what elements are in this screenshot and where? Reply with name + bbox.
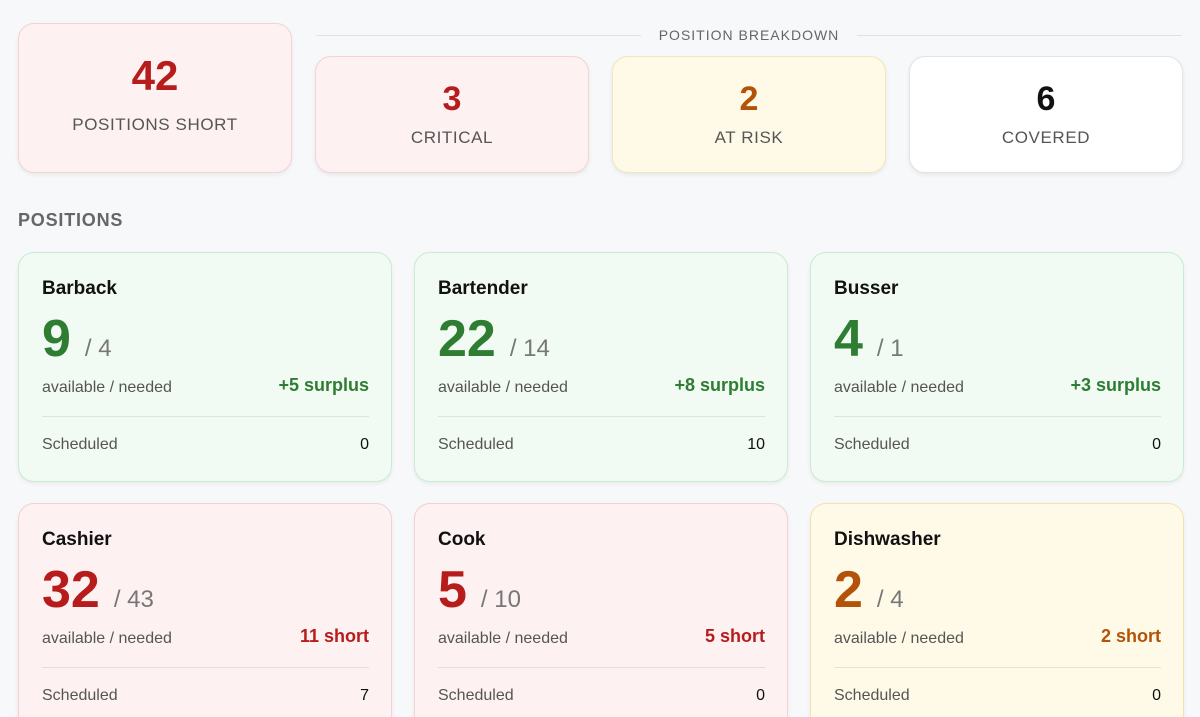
scheduled-label: Scheduled [438, 687, 514, 704]
position-card-dishwasher[interactable]: Dishwasher 2 / 4 available / needed 2 sh… [810, 503, 1184, 717]
available-count: 4 [834, 310, 863, 368]
scheduled-label: Scheduled [834, 436, 910, 453]
needed-count: / 4 [84, 335, 112, 362]
scheduled-value: 0 [360, 436, 369, 453]
positions-short-card: 42 POSITIONS SHORT [18, 23, 292, 173]
available-needed-label: available / needed [438, 379, 568, 396]
position-counts: 4 / 1 [834, 313, 904, 365]
scheduled-value: 0 [756, 687, 765, 704]
available-needed-label: available / needed [834, 379, 964, 396]
position-counts: 5 / 10 [438, 564, 521, 616]
critical-count: 3 [442, 79, 462, 118]
position-card-busser[interactable]: Busser 4 / 1 available / needed +3 surpl… [810, 252, 1184, 482]
card-divider [438, 667, 765, 668]
available-count: 2 [834, 561, 863, 619]
at-risk-stat-card[interactable]: 2 AT RISK [612, 56, 886, 173]
position-name: Cashier [42, 529, 112, 550]
card-divider [438, 416, 765, 417]
positions-section-title: POSITIONS [18, 210, 124, 230]
status-delta: +5 surplus [278, 375, 369, 395]
critical-stat-card[interactable]: 3 CRITICAL [315, 56, 589, 173]
needed-count: / 10 [480, 586, 521, 613]
scheduled-value: 7 [360, 687, 369, 704]
position-name: Dishwasher [834, 529, 941, 550]
scheduled-label: Scheduled [834, 687, 910, 704]
available-count: 32 [42, 561, 100, 619]
position-counts: 22 / 14 [438, 313, 550, 365]
card-divider [42, 667, 369, 668]
available-needed-label: available / needed [42, 379, 172, 396]
position-card-cashier[interactable]: Cashier 32 / 43 available / needed 11 sh… [18, 503, 392, 717]
card-divider [834, 667, 1161, 668]
critical-label: CRITICAL [410, 127, 494, 147]
at-risk-count: 2 [739, 79, 759, 118]
position-name: Busser [834, 278, 899, 299]
available-count: 5 [438, 561, 467, 619]
divider-right [857, 34, 1183, 36]
needed-count: / 43 [113, 586, 154, 613]
position-card-cook[interactable]: Cook 5 / 10 available / needed 5 short S… [414, 503, 788, 717]
needed-count: / 4 [876, 586, 904, 613]
card-divider [834, 416, 1161, 417]
status-delta: 2 short [1100, 626, 1161, 646]
scheduled-label: Scheduled [42, 687, 118, 704]
status-delta: +3 surplus [1070, 375, 1161, 395]
status-delta: +8 surplus [674, 375, 765, 395]
status-delta: 5 short [704, 626, 765, 646]
available-count: 22 [438, 310, 496, 368]
available-count: 9 [42, 310, 71, 368]
position-card-barback[interactable]: Barback 9 / 4 available / needed +5 surp… [18, 252, 392, 482]
scheduled-value: 0 [1152, 687, 1161, 704]
scheduled-value: 0 [1152, 436, 1161, 453]
position-counts: 9 / 4 [42, 313, 112, 365]
position-counts: 2 / 4 [834, 564, 904, 616]
covered-stat-card[interactable]: 6 COVERED [909, 56, 1183, 173]
position-card-bartender[interactable]: Bartender 22 / 14 available / needed +8 … [414, 252, 788, 482]
available-needed-label: available / needed [438, 630, 568, 647]
needed-count: / 1 [876, 335, 904, 362]
scheduled-value: 10 [747, 436, 765, 453]
scheduled-label: Scheduled [42, 436, 118, 453]
covered-count: 6 [1036, 79, 1056, 118]
at-risk-label: AT RISK [714, 127, 784, 147]
position-breakdown-title: POSITION BREAKDOWN [658, 27, 840, 43]
position-name: Barback [42, 278, 117, 299]
position-counts: 32 / 43 [42, 564, 154, 616]
card-divider [42, 416, 369, 417]
positions-short-count: 42 [131, 52, 179, 99]
divider-left [316, 34, 641, 36]
scheduled-label: Scheduled [438, 436, 514, 453]
position-name: Bartender [438, 278, 528, 299]
needed-count: / 14 [509, 335, 550, 362]
position-name: Cook [438, 529, 486, 550]
available-needed-label: available / needed [42, 630, 172, 647]
status-delta: 11 short [299, 626, 369, 646]
positions-short-label: POSITIONS SHORT [72, 115, 238, 134]
covered-label: COVERED [1001, 127, 1091, 147]
available-needed-label: available / needed [834, 630, 964, 647]
position-breakdown-header: POSITION BREAKDOWN [316, 24, 1183, 46]
